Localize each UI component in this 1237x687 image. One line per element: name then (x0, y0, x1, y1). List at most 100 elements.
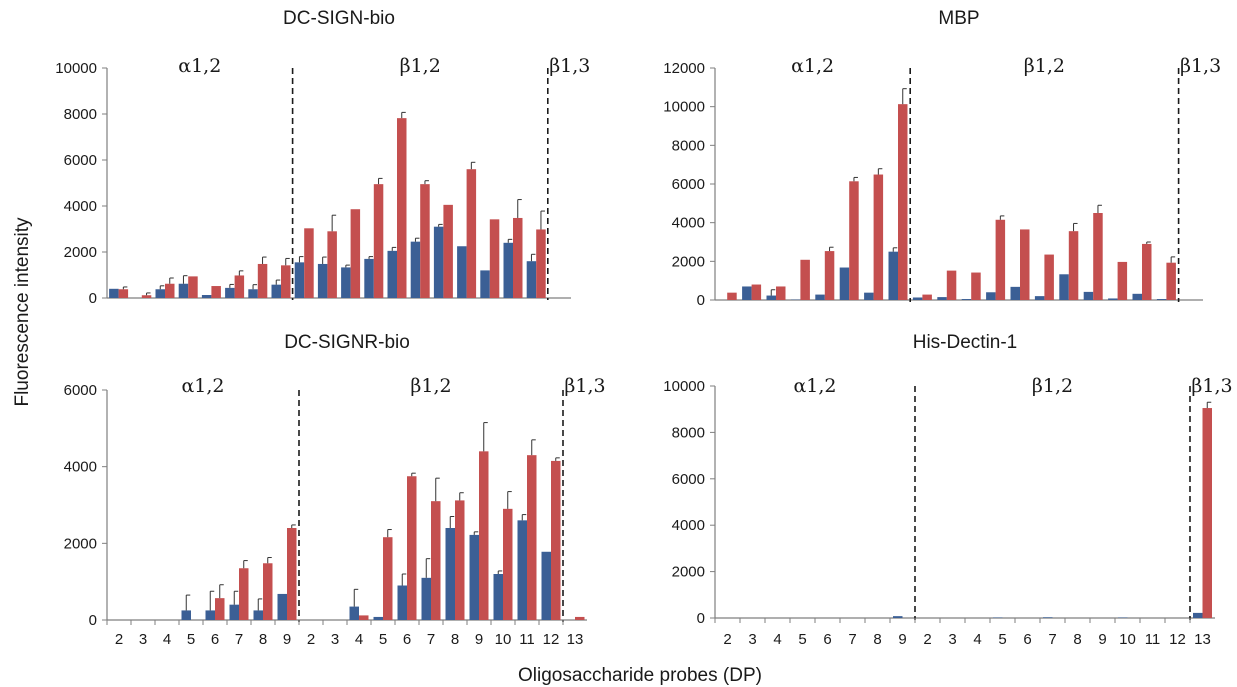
bar-series2-18 (513, 217, 523, 298)
x-tick-label: 5 (379, 631, 387, 648)
bar-series1-15 (433, 226, 444, 298)
x-tick-label: 6 (1023, 631, 1031, 648)
y-tick-label: 4000 (64, 459, 97, 476)
x-tick-label: 4 (973, 631, 981, 648)
bar-series2-14 (420, 184, 430, 298)
region-label: β1,3 (1191, 375, 1232, 397)
bar-series1-15 (445, 528, 455, 620)
bar-series1-4 (181, 610, 191, 620)
x-tick-label: 7 (427, 631, 435, 648)
bar-series2-13 (1020, 229, 1030, 300)
x-tick-label: 12 (543, 631, 560, 648)
y-tick-label: 8000 (672, 137, 705, 154)
bar-series1-3 (766, 295, 776, 300)
bar-series1-17 (493, 574, 503, 620)
bar-series2-5 (824, 251, 835, 300)
x-tick-label: 8 (259, 631, 267, 648)
y-tick-label: 10000 (663, 378, 705, 395)
bar-series1-16 (457, 246, 467, 298)
x-tick-label: 11 (519, 631, 535, 648)
region-label: β1,3 (549, 55, 590, 77)
bar-series2-1 (727, 292, 737, 300)
bar-series1-11 (961, 299, 972, 300)
bar-series2-11 (359, 615, 369, 620)
x-tick-label: 4 (355, 631, 363, 648)
y-tick-label: 2000 (64, 535, 97, 552)
bar-series1-8 (271, 284, 281, 298)
bar-series2-19 (551, 460, 561, 620)
bar-series2-15 (1068, 231, 1079, 300)
bar-series1-2 (742, 286, 752, 300)
x-tick-label: 12 (1169, 631, 1186, 648)
x-tick-label: 9 (475, 631, 483, 648)
x-tick-label: 8 (1073, 631, 1081, 648)
bar-series1-18 (503, 242, 513, 298)
bar-series2-3 (165, 283, 175, 298)
bar-series1-6 (839, 267, 850, 300)
bar-series1-12 (373, 616, 383, 620)
x-tick-label: 13 (1194, 631, 1211, 648)
bar-series2-7 (257, 263, 268, 298)
x-tick-label: 8 (873, 631, 881, 648)
bar-series2-16 (479, 451, 489, 620)
x-tick-label: 4 (773, 631, 781, 648)
bar-series1-12 (986, 292, 996, 300)
bar-series1-19 (541, 551, 551, 620)
x-tick-label: 3 (139, 631, 147, 648)
x-tick-label: 5 (998, 631, 1006, 648)
x-axis-label: Oligosaccharide probes (DP) (518, 665, 762, 686)
y-tick-label: 4000 (672, 215, 705, 232)
bar-series1-5 (815, 294, 825, 300)
bar-series2-11 (971, 272, 981, 300)
chart-title: DC-SIGNR-bio (284, 332, 410, 353)
region-label: β1,2 (1032, 375, 1073, 397)
bar-series2-12 (383, 537, 393, 620)
bar-series1-18 (1132, 293, 1142, 300)
x-tick-label: 3 (331, 631, 339, 648)
bar-series2-4 (800, 259, 810, 300)
chart-panel-4: His-Dectin-1 0 2000 4000 6000 8000 10000 α1,2 β1… (663, 332, 1232, 648)
bar-series2-15 (455, 500, 465, 620)
x-tick-label: 13 (567, 631, 584, 648)
bar-series1-11 (349, 606, 359, 620)
bar-series2-15 (443, 204, 453, 298)
bar-series1-8 (888, 251, 898, 300)
bar-series1-20 (1193, 612, 1203, 618)
bar-series2-11 (350, 209, 361, 298)
bar-series2-3 (776, 286, 786, 300)
bar-series2-4 (188, 276, 198, 298)
bar-series1-1 (109, 288, 119, 298)
bar-series2-16 (1093, 213, 1103, 300)
y-tick-label: 2000 (64, 244, 97, 261)
bar-series1-7 (248, 289, 258, 298)
bar-series1-10 (937, 297, 947, 300)
x-tick-label: 7 (848, 631, 856, 648)
y-tick-label: 12000 (663, 60, 705, 77)
bar-series1-7 (253, 610, 263, 620)
bar-series2-13 (407, 476, 417, 620)
bar-series2-7 (873, 174, 884, 300)
y-tick-label: 0 (697, 292, 705, 309)
bar-series1-13 (387, 250, 397, 298)
bar-series1-14 (1043, 617, 1053, 618)
bar-series2-17 (1117, 261, 1128, 300)
bar-series2-9 (304, 228, 314, 298)
bar-series1-19 (1156, 299, 1167, 300)
bar-series1-10 (317, 263, 328, 298)
x-tick-label: 7 (1048, 631, 1056, 648)
bar-series2-18 (1142, 243, 1152, 300)
region-label: β1,2 (1024, 55, 1065, 77)
region-label: α1,2 (791, 55, 834, 77)
bar-series2-14 (431, 501, 441, 620)
x-tick-label: 8 (451, 631, 459, 648)
y-tick-label: 0 (697, 610, 705, 627)
bar-series1-8 (893, 616, 903, 618)
bar-series1-14 (410, 241, 421, 298)
bar-series2-10 (946, 270, 957, 300)
bar-series2-12 (373, 184, 384, 298)
bar-series1-14 (421, 577, 431, 620)
bar-series2-19 (536, 229, 546, 298)
bar-series1-18 (517, 520, 527, 620)
